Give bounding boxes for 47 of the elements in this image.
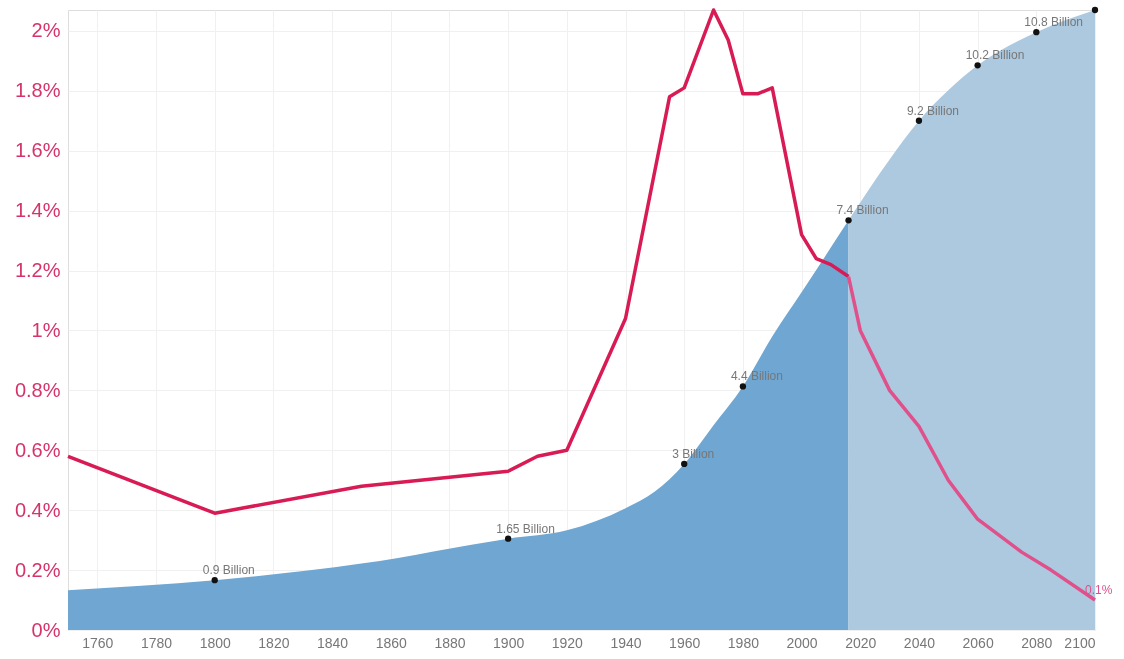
x-tick-label: 1980 (727, 634, 760, 651)
y-tick-label: 0.6% (14, 438, 61, 461)
x-tick-label: 2080 (1021, 634, 1053, 651)
y-tick-label: 1% (31, 318, 61, 341)
line-series (66, 8, 851, 515)
data-label: 4.4 Billion (730, 369, 783, 384)
point (1033, 28, 1040, 36)
point (211, 577, 218, 584)
x-tick-label: 2060 (962, 634, 994, 651)
x-tick-label: 1840 (317, 634, 349, 651)
point (739, 383, 747, 390)
x-tick-label: 2040 (903, 634, 936, 651)
y-tick-label: 1.2% (14, 259, 61, 282)
point (1091, 6, 1099, 14)
y-tick-label: 1.4% (14, 199, 61, 222)
data-label: 7.4 Billion (836, 203, 889, 218)
y-tick-label: 0.2% (14, 558, 61, 581)
data-label: 10.2 Billion (965, 48, 1025, 63)
y-tick-label: 0.8% (14, 378, 61, 401)
x-tick-label: 2100 (1064, 634, 1096, 651)
point (681, 460, 688, 468)
data-label: 9.2 Billion (906, 103, 959, 118)
y-tick-label: 1.6% (14, 139, 61, 162)
data-label: 10.8 Billion (1024, 15, 1084, 30)
x-tick-label: 1900 (493, 634, 525, 651)
x-tick-label: 1760 (82, 634, 114, 651)
x-tick-label: 1880 (434, 634, 466, 651)
x-tick-label: 2020 (845, 634, 877, 651)
x-tick-label: 1920 (551, 634, 584, 651)
y-tick-label: 1.8% (14, 79, 61, 102)
y-tick-label: 0.4% (14, 498, 61, 521)
x-tick-label: 1800 (199, 634, 231, 651)
point (974, 62, 981, 69)
data-label: 1.65 Billion (496, 521, 555, 536)
x-tick-label: 1960 (669, 634, 701, 651)
x-tick-label: 1940 (610, 634, 642, 651)
data-label: 0.1% (1085, 583, 1113, 598)
x-tick-label: 1860 (375, 634, 408, 651)
x-tick-label: 1780 (140, 634, 173, 651)
data-label: 0.9 Billion (202, 563, 255, 578)
point (504, 535, 512, 542)
y-tick-label: 0% (31, 618, 61, 641)
x-tick-label: 2000 (786, 634, 818, 651)
point (845, 217, 852, 224)
y-tick-label: 2% (31, 19, 61, 42)
x-tick-label: 1820 (258, 634, 290, 651)
point (915, 117, 923, 124)
